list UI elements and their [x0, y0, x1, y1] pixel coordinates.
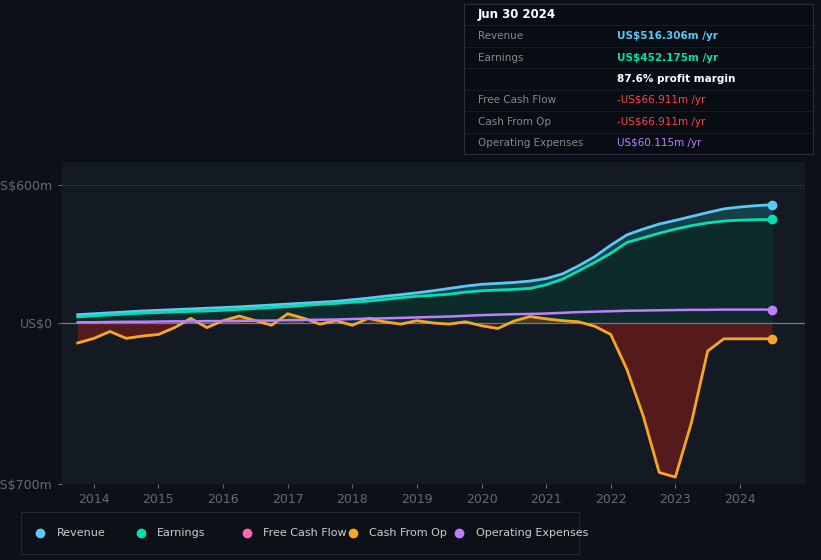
Text: US$60.115m /yr: US$60.115m /yr [617, 138, 702, 148]
Text: Revenue: Revenue [478, 31, 523, 41]
Text: Cash From Op: Cash From Op [369, 529, 447, 538]
Text: Operating Expenses: Operating Expenses [478, 138, 583, 148]
Text: US$452.175m /yr: US$452.175m /yr [617, 53, 718, 63]
Text: Cash From Op: Cash From Op [478, 117, 551, 127]
Text: Jun 30 2024: Jun 30 2024 [478, 8, 556, 21]
Text: Free Cash Flow: Free Cash Flow [478, 95, 556, 105]
Text: 87.6% profit margin: 87.6% profit margin [617, 74, 736, 84]
Text: Revenue: Revenue [57, 529, 106, 538]
Text: Earnings: Earnings [478, 53, 523, 63]
Text: Operating Expenses: Operating Expenses [475, 529, 588, 538]
Text: Free Cash Flow: Free Cash Flow [264, 529, 347, 538]
Text: -US$66.911m /yr: -US$66.911m /yr [617, 117, 706, 127]
Text: Earnings: Earnings [158, 529, 206, 538]
Text: US$516.306m /yr: US$516.306m /yr [617, 31, 718, 41]
Text: -US$66.911m /yr: -US$66.911m /yr [617, 95, 706, 105]
